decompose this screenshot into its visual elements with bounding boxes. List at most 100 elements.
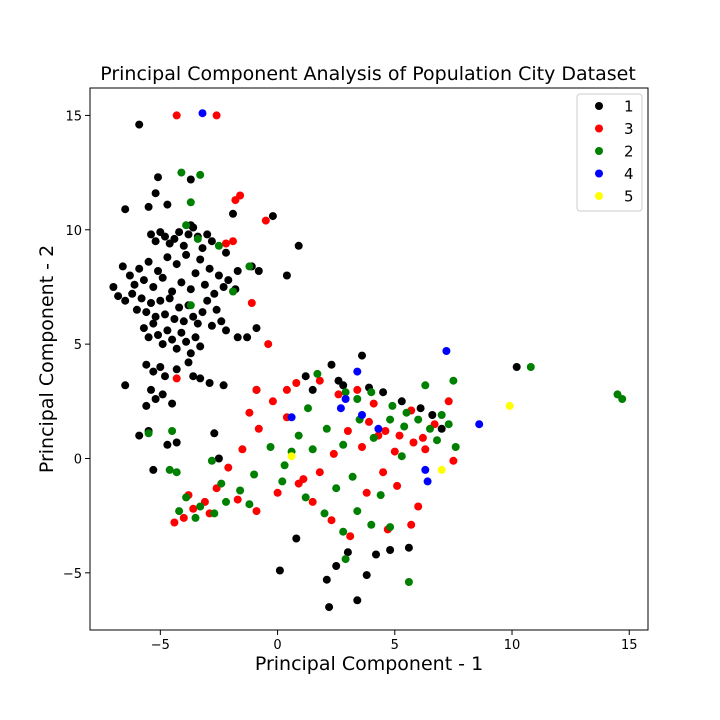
axis-ticks: −5 0 5 10 15 −5 0 5 10 15 [63,109,638,653]
point-series-1-75 [212,305,221,314]
point-series-3-26 [418,433,427,442]
point-series-2-15 [353,395,362,403]
point-series-2-2 [186,198,195,207]
legend-marker-3 [595,124,603,133]
point-series-2-55 [526,363,535,371]
point-series-1-111 [135,431,144,440]
point-series-1-103 [151,395,160,403]
point-series-1-123 [386,546,395,554]
point-series-3-43 [179,513,188,522]
legend-label-2: 2 [624,143,634,161]
point-series-3-22 [421,445,430,454]
point-series-1-23 [184,230,193,239]
point-series-1-52 [224,276,233,285]
point-series-1-46 [196,255,205,264]
point-series-1-80 [149,319,158,328]
point-series-1-105 [158,390,167,399]
point-series-2-52 [386,523,395,532]
point-series-3-30 [358,443,366,451]
y-axis-label: Principal Component - 2 [36,245,58,473]
point-series-1-40 [168,287,177,296]
point-series-3-52 [327,516,336,525]
point-series-1-16 [151,237,160,246]
series-1 [109,120,521,612]
point-series-1-56 [121,296,130,305]
point-series-1-27 [203,230,212,239]
point-series-2-32 [308,445,317,454]
x-tick-label: 0 [273,638,281,653]
point-series-1-41 [172,260,181,269]
x-axis-label: Principal Component - 1 [255,653,483,675]
point-series-2-4 [193,234,202,243]
point-series-1-74 [207,321,216,330]
point-series-2-49 [339,527,348,536]
point-series-1-15 [147,230,155,239]
point-series-2-3 [182,221,191,230]
legend-label-3: 3 [624,120,634,138]
point-series-1-131 [301,372,310,381]
point-series-2-1 [196,170,205,179]
point-series-2-36 [250,470,259,479]
legend-marker-1 [595,102,603,110]
point-series-1-14 [282,271,291,280]
point-series-1-3 [121,205,130,214]
legend-frame [576,93,643,212]
legend-label-1: 1 [624,98,634,116]
point-series-1-20 [170,234,179,243]
point-series-1-129 [404,543,413,552]
point-series-1-58 [132,305,141,314]
y-tick-label: 0 [74,452,82,467]
point-series-2-25 [421,381,430,390]
point-series-1-84 [168,335,177,344]
point-series-2-33 [294,431,303,440]
point-series-2-62 [348,472,357,481]
point-series-2-45 [245,500,254,509]
point-series-1-89 [191,333,200,342]
y-tick-label: 10 [65,224,82,239]
x-tick-label: 10 [504,638,521,653]
point-series-3-57 [407,520,416,529]
point-series-1-49 [210,289,219,298]
point-series-2-5 [214,241,223,250]
point-series-1-107 [196,374,205,383]
point-series-1-72 [198,308,207,317]
point-series-2-35 [266,443,275,451]
point-series-1-60 [142,308,151,317]
point-series-1-2 [151,189,160,198]
point-series-1-130 [512,363,521,371]
point-series-2-63 [332,484,341,493]
point-series-1-134 [308,385,317,394]
point-series-1-90 [196,342,205,351]
point-series-1-95 [149,367,158,376]
point-series-2-53 [404,578,413,586]
point-series-2-14 [341,388,350,397]
point-series-2-13 [207,456,216,465]
point-series-1-48 [205,264,214,273]
point-series-1-10 [222,248,230,257]
point-series-4-4 [341,395,350,403]
point-series-3-3 [236,191,245,200]
point-series-1-100 [189,372,198,381]
point-series-2-37 [236,486,245,495]
point-series-3-49 [273,488,282,497]
point-series-2-22 [444,420,453,429]
legend-label-4: 4 [624,165,634,183]
point-series-2-0 [177,168,186,177]
plot-area [89,87,649,631]
chart-title: Principal Component Analysis of Populati… [100,63,636,85]
point-series-3-31 [343,427,352,435]
point-series-4-0 [198,109,207,118]
point-series-1-71 [193,319,202,328]
point-series-2-40 [196,502,205,511]
point-series-1-135 [339,381,348,390]
point-series-1-91 [233,333,242,342]
point-series-4-9 [423,477,432,486]
point-series-1-47 [200,280,209,289]
point-series-3-42 [189,504,198,513]
series-5 [287,401,514,474]
point-series-1-7 [229,209,237,218]
point-series-4-8 [421,465,430,474]
point-series-1-42 [177,278,186,287]
point-series-1-102 [147,385,155,394]
point-series-1-57 [128,289,137,298]
